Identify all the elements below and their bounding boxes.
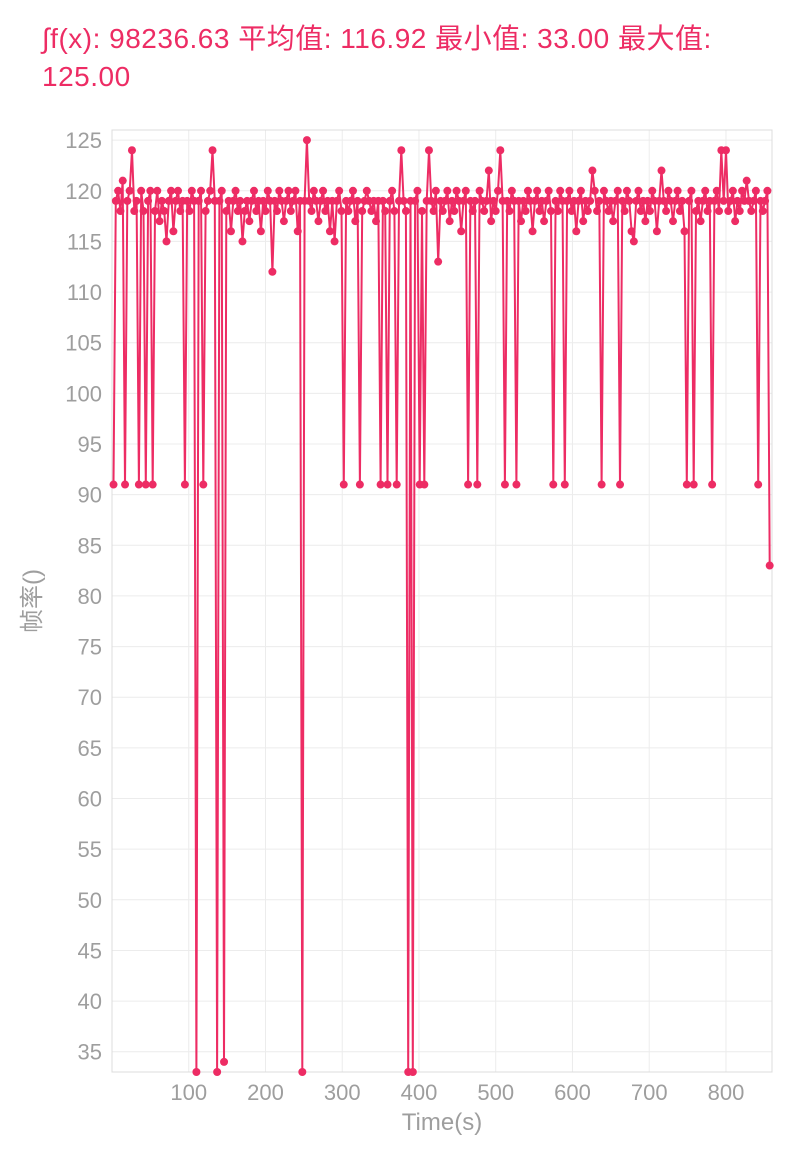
svg-text:65: 65 (78, 736, 102, 761)
svg-text:125: 125 (65, 128, 102, 153)
svg-text:600: 600 (554, 1080, 591, 1105)
svg-text:40: 40 (78, 989, 102, 1014)
svg-text:800: 800 (708, 1080, 745, 1105)
svg-text:55: 55 (78, 837, 102, 862)
svg-text:120: 120 (65, 179, 102, 204)
svg-text:85: 85 (78, 533, 102, 558)
svg-text:45: 45 (78, 938, 102, 963)
svg-text:500: 500 (477, 1080, 514, 1105)
svg-text:200: 200 (247, 1080, 284, 1105)
svg-text:80: 80 (78, 584, 102, 609)
svg-text:50: 50 (78, 888, 102, 913)
svg-text:70: 70 (78, 685, 102, 710)
svg-text:100: 100 (170, 1080, 207, 1105)
svg-text:115: 115 (67, 229, 102, 254)
svg-text:60: 60 (78, 787, 102, 812)
svg-text:700: 700 (631, 1080, 668, 1105)
svg-text:400: 400 (401, 1080, 438, 1105)
svg-text:75: 75 (78, 635, 102, 660)
svg-text:105: 105 (65, 331, 102, 356)
svg-text:帧率(): 帧率() (19, 569, 46, 633)
svg-text:Time(s): Time(s) (402, 1109, 482, 1136)
svg-text:35: 35 (78, 1040, 102, 1065)
svg-text:100: 100 (65, 381, 102, 406)
svg-text:90: 90 (78, 483, 102, 508)
chart-container: 35 40 45 50 55 60 65 70 75 80 85 90 95 100 105 110 115 12… (0, 0, 800, 1156)
svg-text:110: 110 (67, 280, 102, 305)
svg-text:95: 95 (78, 432, 102, 457)
svg-text:300: 300 (324, 1080, 361, 1105)
frame-rate-chart: 35 40 45 50 55 60 65 70 75 80 85 90 95 100 105 110 115 12… (0, 0, 800, 1156)
